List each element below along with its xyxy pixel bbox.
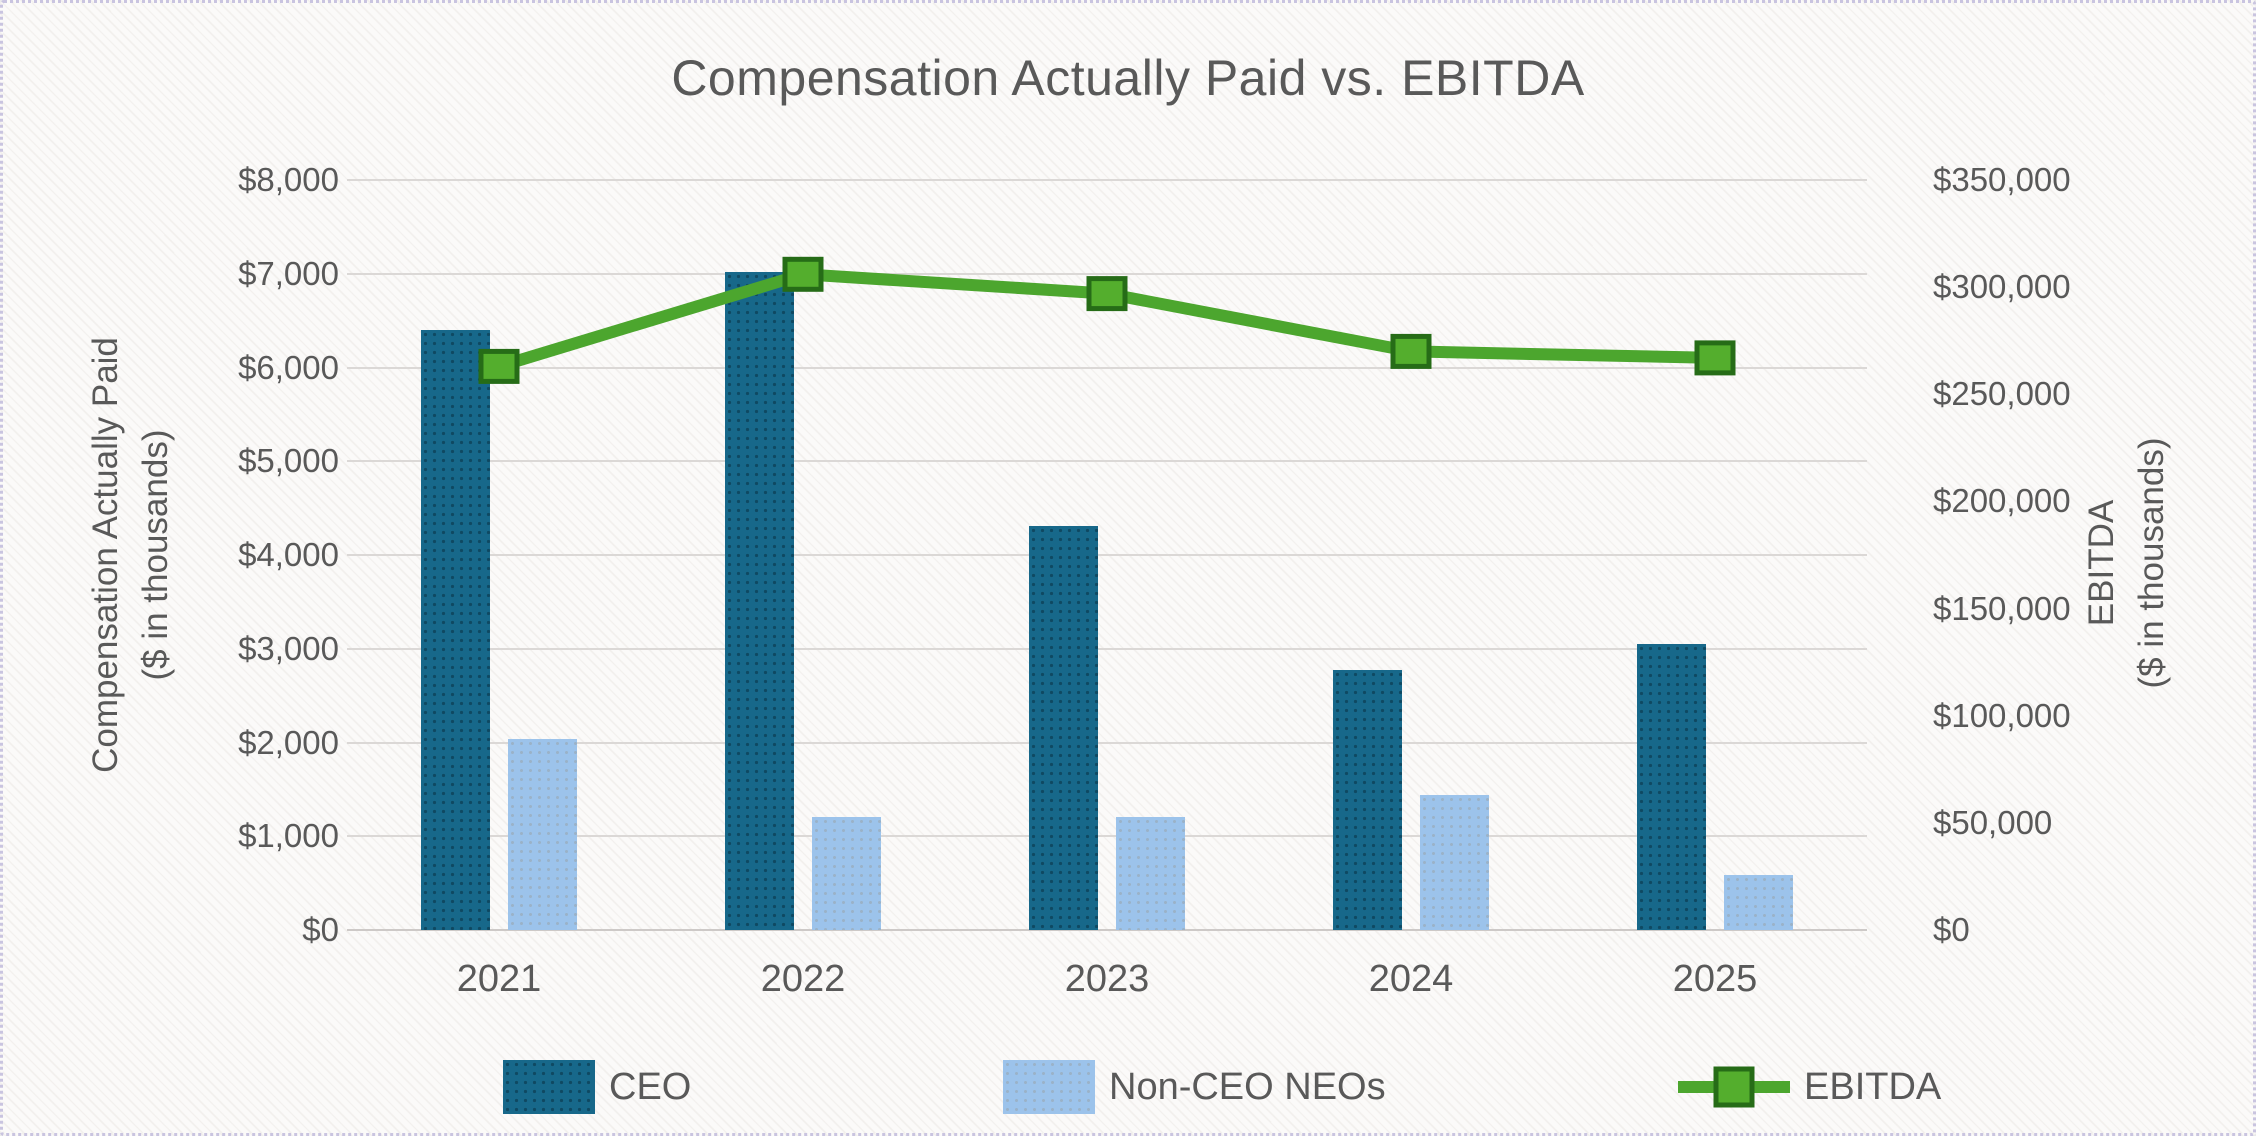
left-axis-tick-label: $6,000 bbox=[238, 348, 339, 386]
left-axis-tick-label: $0 bbox=[302, 911, 339, 948]
legend-item-non-ceo-neos: Non-CEO NEOs bbox=[1003, 1058, 1386, 1116]
right-axis-title-line1: EBITDA bbox=[2082, 499, 2121, 627]
left-axis-tick-label: $4,000 bbox=[238, 536, 339, 573]
legend: CEO Non-CEO NEOs EBITDA bbox=[3, 1058, 2253, 1118]
neo-legend-swatch bbox=[1003, 1060, 1095, 1114]
gridline bbox=[347, 179, 1867, 181]
right-axis-tick-label: $250,000 bbox=[1933, 375, 2071, 413]
chart-title: Compensation Actually Paid vs. EBITDA bbox=[671, 50, 1585, 106]
gridline bbox=[347, 647, 1867, 650]
right-axis-tick-label: $200,000 bbox=[1933, 482, 2071, 520]
ceo-legend-label: CEO bbox=[609, 1065, 692, 1108]
left-axis-tick-label: $3,000 bbox=[238, 629, 339, 667]
gridline bbox=[347, 554, 1867, 556]
gridline bbox=[347, 366, 1867, 369]
left-axis-tick-label: $7,000 bbox=[238, 254, 339, 292]
legend-item-ebitda: EBITDA bbox=[1678, 1058, 1941, 1116]
non-ceo-neo-bar-2025 bbox=[1724, 874, 1793, 930]
legend-item-ceo: CEO bbox=[503, 1058, 691, 1116]
non-ceo-neo-bar-2021 bbox=[508, 738, 577, 930]
right-axis-title-line2: ($ in thousands) bbox=[2132, 437, 2171, 689]
gridline bbox=[347, 460, 1867, 463]
ceo-bar-2023 bbox=[1029, 525, 1098, 930]
non-ceo-neo-bar-2024 bbox=[1420, 795, 1489, 930]
left-axis-tick-label: $1,000 bbox=[238, 817, 339, 855]
right-axis-tick-label: $350,000 bbox=[1933, 161, 2071, 198]
right-axis-tick-label: $150,000 bbox=[1933, 589, 2071, 627]
ceo-bar-2025 bbox=[1637, 644, 1706, 930]
x-axis-label-2023: 2023 bbox=[1064, 958, 1150, 1000]
right-axis-tick-label: $0 bbox=[1933, 911, 1970, 948]
x-axis-label-2022: 2022 bbox=[760, 958, 846, 1000]
non-ceo-neo-bar-2022 bbox=[812, 816, 881, 930]
right-axis-tick-label: $100,000 bbox=[1933, 696, 2071, 734]
neo-legend-label: Non-CEO NEOs bbox=[1109, 1065, 1386, 1108]
ceo-bar-2021 bbox=[421, 330, 490, 930]
gridline bbox=[347, 272, 1867, 275]
ebitda-marker-2024 bbox=[1390, 333, 1432, 369]
x-axis-line bbox=[347, 929, 1867, 931]
right-axis-tick-label: $300,000 bbox=[1933, 268, 2071, 306]
left-axis-tick-label: $2,000 bbox=[238, 723, 339, 761]
right-axis-tick-label: $50,000 bbox=[1933, 803, 2053, 841]
left-axis-tick-label: $5,000 bbox=[238, 442, 339, 480]
left-axis-tick-label: $8,000 bbox=[238, 161, 339, 198]
x-axis-label-2025: 2025 bbox=[1672, 958, 1758, 1000]
ebitda-marker-2023 bbox=[1086, 276, 1128, 312]
x-axis-label-2024: 2024 bbox=[1368, 958, 1454, 1000]
ceo-bar-2022 bbox=[725, 271, 794, 930]
ceo-bar-2024 bbox=[1333, 670, 1402, 930]
non-ceo-neo-bar-2023 bbox=[1116, 816, 1185, 930]
ebitda-legend-line-marker-icon bbox=[1678, 1066, 1790, 1108]
gridline bbox=[347, 741, 1867, 744]
x-axis-label-2021: 2021 bbox=[456, 958, 542, 1000]
ceo-legend-swatch bbox=[503, 1060, 595, 1114]
ebitda-legend-label: EBITDA bbox=[1804, 1065, 1942, 1108]
gridline bbox=[347, 835, 1867, 838]
